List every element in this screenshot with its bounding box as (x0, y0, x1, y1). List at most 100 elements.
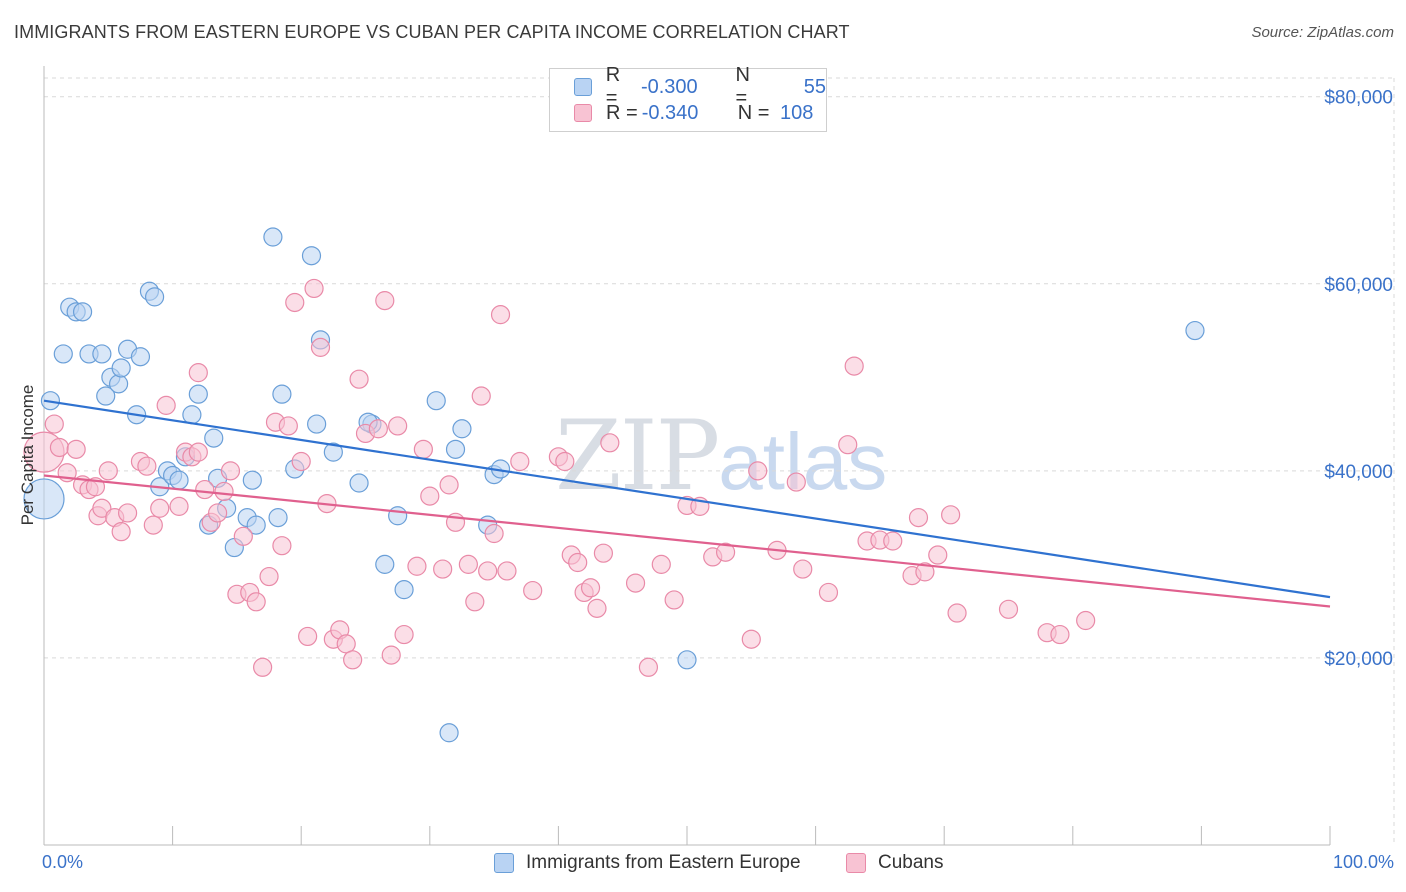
eastern-europe-point (394, 580, 414, 600)
r-value: -0.340 (641, 101, 699, 124)
x-tick-label-min: 0.0% (42, 852, 84, 872)
eastern-europe-point (144, 287, 165, 307)
cubans-point (336, 634, 356, 654)
cubans-point (433, 559, 453, 579)
cubans-point (947, 603, 967, 623)
legend-label: Immigrants from Eastern Europe (526, 852, 801, 873)
cubans-point (259, 566, 279, 587)
cubans-point (741, 629, 761, 649)
watermark-zip: ZIP (555, 400, 720, 512)
cubans-point (278, 416, 298, 436)
cubans-point (188, 442, 208, 462)
cubans-point (915, 562, 935, 582)
cubans-point (490, 305, 511, 325)
eastern-europe-point (445, 439, 466, 459)
chart-title: IMMIGRANTS FROM EASTERN EUROPE VS CUBAN … (14, 22, 850, 42)
cubans-point (478, 561, 498, 581)
eastern-europe-point (111, 358, 131, 378)
n-label: N = (737, 101, 770, 124)
cubans-point (66, 439, 86, 459)
cubans-point (908, 508, 929, 528)
cubans-point (343, 650, 363, 670)
eastern-europe-point (388, 506, 408, 526)
eastern-europe-point (246, 515, 266, 535)
cubans-point (928, 545, 948, 565)
cubans-point (568, 552, 588, 573)
cubans-point (844, 356, 864, 376)
y-axis-label: Per Capita Income (18, 384, 37, 526)
cubans-point (220, 461, 241, 481)
eastern-europe-point (96, 386, 116, 406)
cubans-point (1050, 624, 1070, 645)
cubans-point (285, 292, 305, 313)
eastern-europe-point (426, 391, 446, 411)
eastern-europe-point (272, 384, 292, 404)
cubans-point (497, 561, 517, 581)
cubans-point (555, 451, 575, 472)
cubans-point (407, 556, 427, 576)
n-label: N = (735, 64, 750, 109)
legend-label: Cubans (878, 852, 944, 873)
cubans-point (439, 475, 459, 495)
eastern-europe-trend-line (43, 399, 1331, 599)
cubans-point (368, 419, 388, 439)
n-value: 55 (803, 75, 826, 98)
r-label: R = (606, 101, 638, 124)
pink-swatch (574, 104, 592, 122)
cubans-point (143, 515, 163, 535)
eastern-europe-point (1185, 320, 1205, 341)
stats-legend: R = -0.300 N = 55 R = -0.340 N = 108 (549, 64, 827, 132)
eastern-europe-point (452, 419, 472, 439)
cubans-point (651, 554, 671, 574)
blue-swatch (574, 78, 592, 96)
cubans-point (420, 486, 440, 506)
eastern-europe-point (263, 227, 283, 247)
n-value: 108 (780, 101, 814, 124)
cubans-point (413, 439, 433, 459)
cubans-point (381, 645, 401, 665)
legend-item-cubans[interactable]: Cubans (846, 852, 944, 874)
cubans-point (580, 578, 601, 598)
cubans-point (111, 522, 131, 542)
eastern-europe-point (130, 347, 151, 367)
cubans-point (600, 433, 620, 453)
cubans-point (92, 498, 112, 518)
cubans-point (246, 592, 266, 612)
cubans-point (137, 456, 157, 476)
cubans-point (786, 472, 806, 492)
blue-swatch (494, 853, 514, 873)
legend-item-eastern-europe[interactable]: Immigrants from Eastern Europe (494, 852, 801, 874)
cubans-point (349, 369, 369, 389)
r-value: -0.300 (640, 75, 698, 98)
watermark-atlas: atlas (718, 417, 888, 506)
cubans-point (523, 580, 543, 601)
cubans-point (510, 451, 530, 472)
eastern-europe-point (92, 344, 112, 364)
r-label: R = (605, 64, 621, 109)
cubans-point (253, 657, 273, 677)
eastern-europe-point (108, 374, 129, 394)
eastern-europe-point (242, 470, 262, 490)
eastern-europe-point (182, 405, 202, 425)
cubans-point (49, 437, 70, 458)
cubans-point (394, 624, 414, 645)
eastern-europe-point (307, 414, 327, 434)
cubans-point (587, 598, 607, 618)
watermark: ZIPatlas (555, 400, 887, 512)
cubans-point (818, 582, 839, 603)
cubans-point (44, 414, 64, 434)
cubans-point (117, 503, 138, 523)
cubans-point (664, 590, 684, 610)
eastern-europe-point (323, 442, 343, 462)
cubans-point (838, 435, 858, 455)
cubans-trend-line (43, 474, 1331, 608)
eastern-europe-point (349, 473, 369, 493)
eastern-europe-point (169, 470, 189, 490)
cubans-point (883, 531, 903, 551)
cubans-point (793, 559, 813, 579)
eastern-europe-point (204, 428, 224, 448)
cubans-point (150, 498, 170, 518)
cubans-point (715, 542, 736, 562)
cubans-point (310, 337, 331, 357)
